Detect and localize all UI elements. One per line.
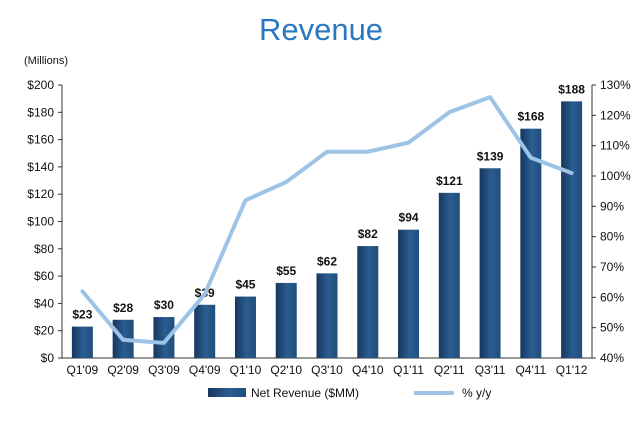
- x-tick-label: Q1'09: [67, 363, 99, 377]
- chart-title: Revenue: [258, 12, 384, 47]
- yoy-growth-line: [80, 95, 574, 345]
- right-tick-label: 130%: [600, 78, 631, 92]
- revenue-bar: [520, 128, 542, 358]
- revenue-bar: [561, 101, 583, 358]
- bar-data-label: $28: [113, 301, 133, 315]
- bar-data-label: $188: [558, 82, 585, 96]
- bar-data-label: $30: [154, 298, 174, 312]
- left-tick-label: $120: [27, 187, 54, 201]
- x-tick-label: Q2'10: [270, 363, 302, 377]
- revenue-bar: [71, 326, 93, 358]
- right-tick-label: 50%: [600, 321, 624, 335]
- revenue-bar: [357, 246, 379, 358]
- x-tick-label: Q1'11: [393, 363, 424, 377]
- right-tick-label: 100%: [600, 169, 631, 183]
- revenue-bar: [398, 229, 420, 358]
- left-tick-label: $0: [41, 351, 55, 365]
- right-tick-label: 40%: [600, 351, 624, 365]
- right-tick-label: 110%: [600, 139, 630, 153]
- units-label: (Millions): [24, 55, 68, 67]
- bar-data-label: $23: [72, 308, 92, 322]
- bar-data-label: $139: [477, 149, 504, 163]
- left-tick-label: $180: [27, 105, 54, 119]
- bar-data-label: $55: [276, 264, 296, 278]
- revenue-bar: [275, 282, 297, 358]
- right-tick-label: 80%: [600, 230, 624, 244]
- left-tick-label: $80: [34, 242, 54, 256]
- x-tick-label: Q3'11: [475, 363, 506, 377]
- revenue-bar: [153, 317, 175, 358]
- x-tick-label: Q3'09: [148, 363, 180, 377]
- x-tick-label: Q1'12: [556, 363, 588, 377]
- bar-data-label: $82: [358, 227, 378, 241]
- left-tick-label: $140: [27, 160, 54, 174]
- right-tick-label: 70%: [600, 260, 624, 274]
- bar-data-label: $45: [235, 278, 255, 292]
- x-tick-label: Q1'10: [230, 363, 262, 377]
- bar-data-label: $168: [517, 110, 544, 124]
- revenue-bar: [316, 273, 338, 358]
- left-tick-label: $40: [34, 296, 54, 310]
- left-tick-label: $100: [27, 215, 54, 229]
- x-tick-label: Q4'10: [352, 363, 384, 377]
- legend-bar-swatch: [208, 388, 246, 397]
- left-tick-label: $200: [27, 78, 54, 92]
- right-tick-label: 120%: [600, 108, 631, 122]
- legend-bar-label: Net Revenue ($MM): [251, 386, 359, 400]
- x-tick-label: Q2'11: [434, 363, 465, 377]
- bar-data-label: $94: [399, 211, 419, 225]
- revenue-bar: [234, 296, 256, 358]
- bar-data-label: $62: [317, 254, 337, 268]
- bar-data-label: $121: [436, 174, 463, 188]
- x-tick-label: Q4'09: [189, 363, 221, 377]
- left-tick-label: $160: [27, 133, 54, 147]
- right-tick-label: 90%: [600, 199, 624, 213]
- revenue-bar: [194, 304, 216, 358]
- left-tick-label: $20: [34, 324, 54, 338]
- left-tick-label: $60: [34, 269, 54, 283]
- legend-line-label: % y/y: [462, 386, 491, 400]
- revenue-bar: [438, 192, 460, 358]
- x-tick-label: Q4'11: [515, 363, 546, 377]
- x-tick-label: Q2'09: [107, 363, 139, 377]
- x-tick-label: Q3'10: [311, 363, 343, 377]
- right-tick-label: 60%: [600, 290, 624, 304]
- revenue-bar: [479, 168, 501, 358]
